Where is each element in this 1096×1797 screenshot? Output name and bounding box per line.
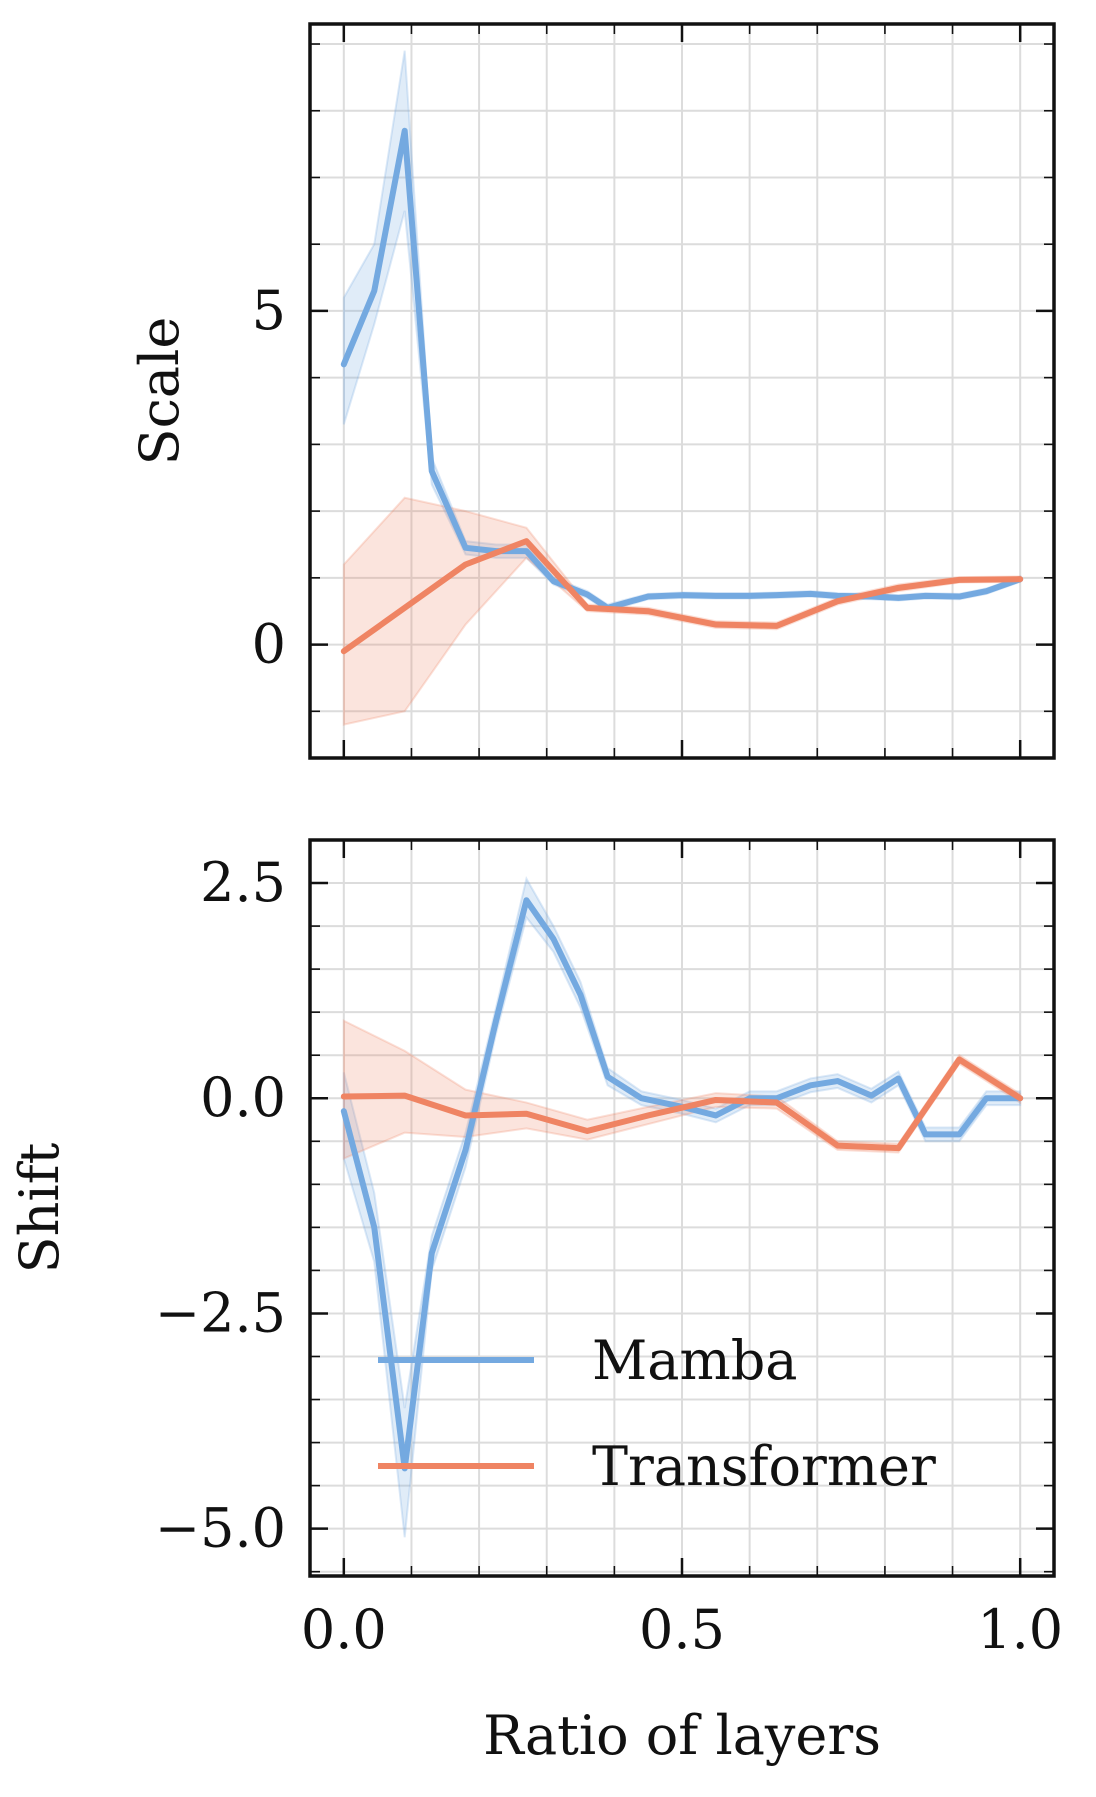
shift-confidence-bands (342, 876, 1022, 1538)
scale-gridlines (310, 24, 1054, 758)
x-tick-label: 0.0 (301, 1598, 387, 1661)
mamba-line (340, 127, 1024, 611)
y-tick-label: −2.5 (155, 1281, 286, 1344)
legend-label-mamba: Mamba (592, 1329, 797, 1392)
y-tick-label: −5.0 (155, 1497, 286, 1560)
x-tick-label: 0.5 (639, 1598, 725, 1661)
shift-panel: −5.0 −2.5 0.0 2.5 0.0 0.5 1.0 Shift Ratio of … (8, 838, 1063, 1767)
y-tick-label: 0.0 (200, 1066, 286, 1129)
scale-panel: 05 Scale (128, 22, 1056, 760)
transformer-line (340, 538, 1024, 655)
transformer-band (342, 1019, 1022, 1161)
shift-y-axis-label: Shift (8, 1142, 71, 1273)
shift-ticks (310, 839, 1054, 1576)
shift-y-tick-labels: −5.0 −2.5 0.0 2.5 (155, 851, 286, 1560)
scale-series-lines (340, 127, 1024, 655)
legend-label-transformer: Transformer (592, 1435, 936, 1498)
scale-y-tick-labels: 05 (252, 279, 286, 676)
legend: Mamba Transformer (378, 1329, 936, 1498)
scale-y-axis-label: Scale (128, 317, 191, 466)
shift-series-lines (340, 897, 1024, 1472)
shift-x-axis-label: Ratio of layers (483, 1704, 881, 1767)
y-tick-label: 0 (252, 613, 286, 676)
y-tick-label: 5 (252, 279, 286, 342)
scale-ticks (310, 24, 1054, 758)
transformer-line (340, 1056, 1024, 1152)
shift-x-tick-labels: 0.0 0.5 1.0 (301, 1598, 1063, 1661)
y-tick-label: 2.5 (200, 851, 286, 914)
x-tick-label: 1.0 (977, 1598, 1063, 1661)
mamba-band (342, 876, 1022, 1538)
